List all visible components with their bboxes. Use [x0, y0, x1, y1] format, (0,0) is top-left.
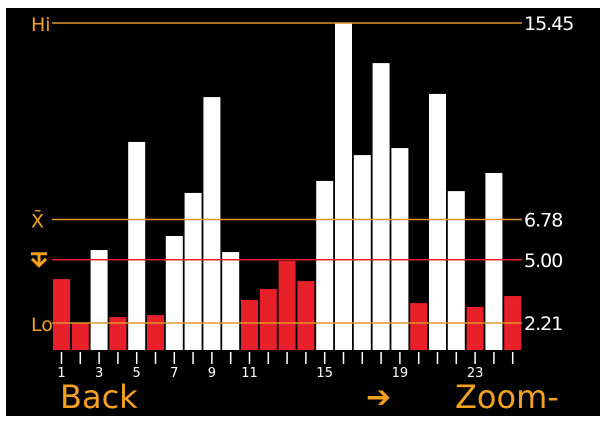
bar: [147, 315, 164, 350]
bar: [90, 250, 108, 350]
bar: [71, 323, 89, 350]
bar: [353, 155, 371, 350]
bar: [184, 192, 202, 350]
bar: [128, 141, 146, 350]
back-button[interactable]: Back: [60, 378, 138, 416]
x-tick-label: 1: [57, 366, 65, 381]
bar: [53, 279, 70, 350]
mean-value: 6.78: [524, 209, 562, 231]
bar: [335, 23, 352, 350]
bar: [259, 289, 277, 350]
zoom-out-button[interactable]: Zoom-: [455, 378, 559, 416]
x-tick-label: 23: [467, 366, 484, 381]
bar: [466, 306, 484, 350]
hi-value: 15.45: [524, 13, 573, 35]
x-tick-label: 15: [316, 366, 333, 381]
x-tick-label: 11: [241, 366, 258, 381]
x-tick-label: 5: [133, 366, 141, 381]
arrow-right-icon[interactable]: ➔: [366, 380, 392, 415]
bar: [316, 180, 334, 350]
x-tick-label: 7: [170, 366, 178, 381]
bar: [241, 299, 258, 350]
threshold-icon: [30, 252, 48, 268]
mean-label: X̄: [31, 208, 44, 232]
x-tick-label: 9: [208, 366, 216, 381]
bar: [203, 97, 221, 350]
bar: [485, 173, 503, 350]
bar: [165, 235, 183, 350]
lo-label: Lo: [31, 314, 53, 336]
bar: [109, 317, 127, 350]
x-tick-label: 3: [95, 366, 103, 381]
bar: [410, 303, 428, 350]
threshold-value: 5.00: [524, 250, 562, 272]
bar: [278, 260, 296, 350]
bar: [429, 93, 446, 350]
bar: [391, 148, 409, 350]
lo-value: 2.21: [524, 313, 562, 335]
bar: [447, 191, 465, 350]
bar: [222, 252, 240, 350]
bar: [372, 63, 390, 350]
x-tick-label: 19: [392, 366, 409, 381]
bar: [297, 281, 315, 350]
hi-label: Hi: [31, 14, 51, 36]
